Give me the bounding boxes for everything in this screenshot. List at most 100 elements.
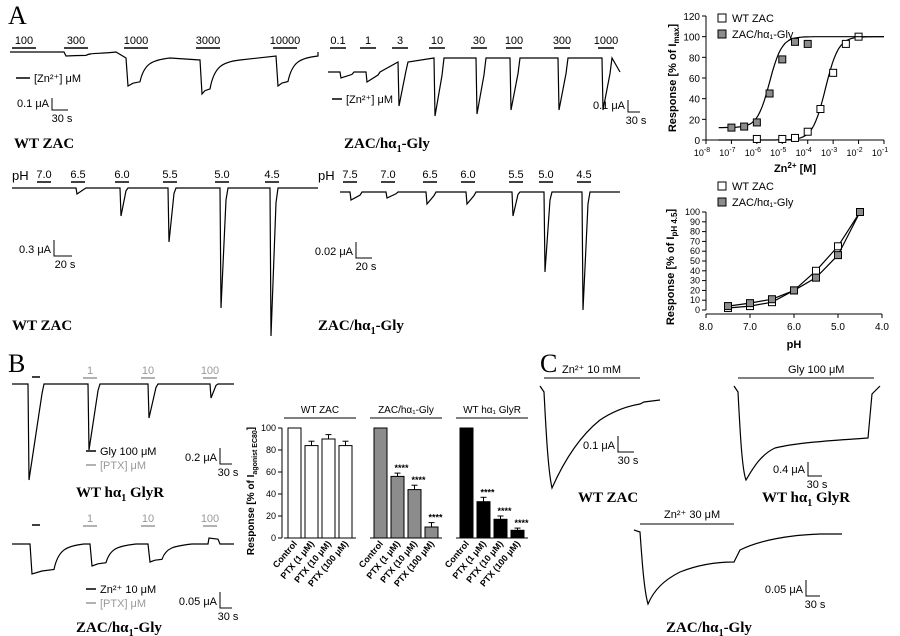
zn-crc-y-label: Response [% of Imax]: [667, 24, 681, 133]
ptx-bar-0-1: [304, 445, 319, 539]
zn-crc-point-1-4: [778, 55, 787, 64]
title-c-glyr: WT hα1 GlyR: [762, 490, 850, 509]
zn-wt-scale-bar: [51, 98, 68, 111]
zn-crc-point-0-1: [778, 134, 787, 143]
ph-crc-point-1-6: [856, 208, 864, 216]
zn-crc-point-1-6: [803, 39, 812, 48]
zn-crc-x-tick-label-4: 10-4: [796, 147, 812, 158]
panel-label-b: B: [8, 349, 25, 378]
zn-crc-x-tick-label-6: 10-2: [846, 147, 862, 158]
ph-crc-x-tick-label-3: 5.0: [831, 322, 845, 333]
ph-chimera-value-5: 5.0: [538, 169, 553, 181]
ph-wt-scale-bar: [53, 240, 72, 257]
zn-crc-point-1-2: [752, 118, 761, 127]
c-wt-scale-bar: [617, 436, 634, 453]
zn-crc-x-tick-label-2: 10-6: [745, 147, 761, 158]
ph-wt-scale-y-label: 0.3 μA: [19, 244, 52, 256]
zn-crc-point-0-0: [752, 134, 761, 143]
ph-crc-y-tick-label-7: 70: [690, 236, 700, 246]
ph-crc-point-1-2: [768, 295, 776, 304]
c-glyr-scale-bar: [807, 462, 822, 477]
zn-wt-scale-x-label: 30 s: [52, 113, 73, 125]
zn-chimera-scale-bar: [627, 100, 640, 113]
ph-crc-x-tick-label-2: 6.0: [787, 322, 801, 333]
ph-wt-value-3: 5.5: [162, 169, 177, 181]
trace-ptx-chimera: [12, 537, 234, 575]
ptx-bar-2-3: [510, 529, 525, 539]
zn-crc-x-tick-label-0: 10-8: [694, 147, 710, 158]
zn-wt-conc-1: 300: [67, 35, 85, 47]
ph-chimera-value-3: 6.0: [460, 169, 475, 181]
ph-chimera-value-4: 5.5: [508, 169, 523, 181]
ph-crc-y-tick-label-2: 20: [690, 285, 700, 295]
trace-zn-chimera: [328, 56, 621, 117]
c-chimera-scale-x-label: 30 s: [805, 599, 826, 611]
ph-label-chimera: pH: [318, 168, 335, 183]
panel-label-a: A: [8, 1, 27, 30]
ptx-bars-y-tick-label-2: 40: [266, 489, 276, 499]
ph-crc-x-tick-label-0: 8.0: [699, 322, 713, 333]
zn-chimera-conc-2: 3: [397, 35, 403, 47]
ptx-bar-0-0: [287, 427, 302, 539]
zn-crc-x-tick-label-7: 10-1: [872, 147, 888, 158]
legend-zn-chimera: [Zn²⁺] μM: [332, 94, 393, 106]
ptx-bars-y-label: Response [% of Iagonist EC80]: [246, 427, 259, 555]
title-zn-chimera: ZAC/hα1-Gly: [344, 136, 430, 155]
application-c-glyr: Gly 100 μM: [738, 364, 874, 379]
title-zn-wt: WT ZAC: [14, 136, 74, 152]
zn-wt-scale-y-label: 0.1 μA: [17, 98, 50, 110]
ph-wt-value-1: 6.5: [70, 169, 85, 181]
legend-glyr-ptx: [PTX] μM: [100, 460, 146, 472]
ph-crc-y-tick-label-4: 40: [690, 266, 700, 276]
zn-crc-x-tick-label-1: 10-7: [719, 147, 735, 158]
zn-crc-y-tick-label-0: 0: [694, 136, 700, 147]
ph-crc-legend-marker-0: [717, 181, 727, 191]
ptx-bars-group-label-0: WT ZAC: [301, 405, 339, 416]
chimera-ptx-2: 100: [201, 513, 219, 525]
ptx-bar-significance-2-1: ****: [480, 487, 495, 497]
current-traces: [10, 51, 881, 606]
ptx-bar-significance-1-3: ****: [428, 513, 443, 523]
title-ph-wt: WT ZAC: [12, 318, 72, 334]
zinc-concentration-response-chart: 0 20 40 60 80 100 120 10-8 10-7 10-6 10-5 10-4 10-3 1…: [667, 12, 888, 175]
trace-ph-wt: [12, 187, 318, 337]
ptx-bar-significance-1-2: ****: [411, 475, 426, 485]
ph-crc-x-tick-label-4: 4.0: [875, 322, 889, 333]
zn-crc-y-tick-label-3: 60: [689, 74, 701, 85]
zn-crc-x-tick-label-3: 10-5: [770, 147, 786, 158]
c-chimera-scale-bar: [805, 580, 820, 597]
trace-c-wt: [539, 385, 661, 490]
chimera-ptx-0: 1: [87, 513, 93, 525]
ptx-glyr-scale-x-label: 30 s: [218, 467, 239, 479]
zn-crc-y-tick-label-6: 120: [683, 12, 700, 23]
ph-chimera-scale-bar: [355, 242, 372, 259]
legend-zn-wt: [Zn²⁺] μM: [16, 73, 81, 85]
ptx-bar-2-0: [459, 427, 474, 539]
zn-crc-y-tick-label-2: 40: [689, 95, 701, 106]
zn-crc-point-0-4: [816, 105, 825, 113]
zn-chimera-conc-0: 0.1: [330, 35, 345, 47]
ptx-bar-2-1: [476, 501, 491, 539]
zn-crc-point-0-2: [791, 133, 799, 142]
zn-chimera-conc-7: 1000: [594, 35, 618, 47]
ph-chimera-scale-y-label: 0.02 μA: [315, 246, 354, 258]
c-glyr-scale-y-label: 0.4 μA: [773, 464, 806, 476]
zn-crc-fit-1: [718, 36, 884, 129]
legend-zn-wt-text: [Zn²⁺] μM: [34, 73, 81, 85]
zn-wt-conc-2: 1000: [124, 35, 148, 47]
ph-crc-point-0-5: [834, 242, 842, 251]
ph-crc-x-tick-label-1: 7.0: [743, 322, 757, 333]
application-c-chimera-label: Zn²⁺ 30 μM: [664, 509, 720, 521]
application-c-wt-label: Zn²⁺ 10 mM: [562, 364, 621, 376]
legend-chimera-ptx: [PTX] μM: [100, 598, 146, 610]
ph-crc-legend-label-0: WT ZAC: [732, 181, 774, 193]
ph-crc-y-tick-label-8: 80: [690, 227, 700, 237]
zn-chimera-conc-1: 1: [365, 35, 371, 47]
ph-crc-legend-marker-1: [717, 197, 727, 207]
ph-crc-point-0-4: [812, 266, 820, 275]
trace-ptx-glyr: [12, 383, 234, 481]
ptx-bar-0-3: [338, 445, 353, 539]
zn-crc-x-label: Zn2+ [M]: [774, 161, 816, 175]
